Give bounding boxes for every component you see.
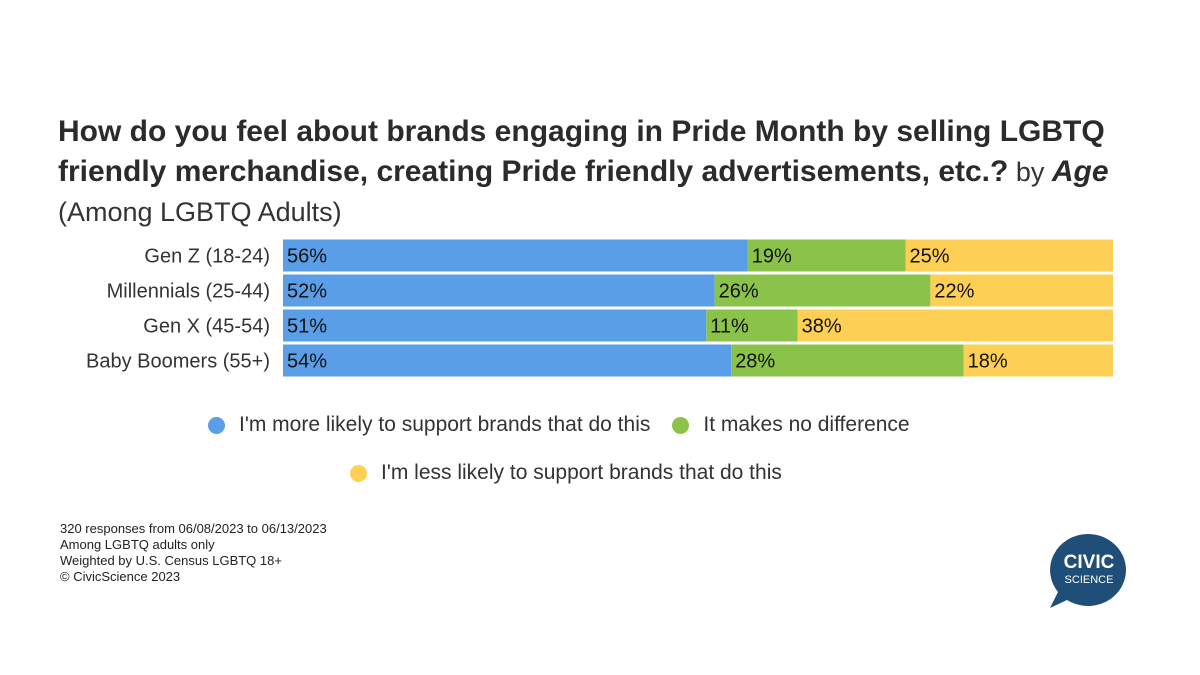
title-subtitle: (Among LGBTQ Adults) bbox=[58, 197, 342, 227]
bar-value-label: 22% bbox=[934, 281, 974, 303]
legend-row-2: I'm less likely to support brands that d… bbox=[350, 461, 804, 485]
bar-value-label: 52% bbox=[287, 281, 327, 303]
bar-segment bbox=[963, 344, 1113, 377]
footnote-copyright: © CivicScience 2023 bbox=[60, 569, 181, 584]
bar-segment bbox=[930, 274, 1113, 307]
bar-value-label: 51% bbox=[287, 316, 327, 338]
legend-swatch-more-likely bbox=[208, 416, 225, 434]
logo-text-civic: CIVIC bbox=[1064, 552, 1115, 573]
footnote-responses: 320 responses from 06/08/2023 to 06/13/2… bbox=[60, 521, 327, 536]
legend-swatch-no-difference bbox=[672, 416, 690, 434]
stacked-bar-chart: Gen Z (18-24) 56% 19% 25% Millennials (25-44… bbox=[86, 239, 1113, 377]
logo-text-science: SCIENCE bbox=[1065, 574, 1114, 586]
bar-segment bbox=[706, 309, 798, 342]
bar-value-label: 56% bbox=[287, 246, 327, 268]
bar-segment bbox=[714, 274, 931, 307]
bar-value-label: 54% bbox=[287, 351, 327, 373]
legend-label-no-difference: It makes no difference bbox=[703, 413, 910, 436]
legend-label-more-likely: I'm more likely to support brands that d… bbox=[239, 413, 651, 436]
category-label: Baby Boomers (55+) bbox=[86, 351, 270, 373]
bar-segment bbox=[747, 239, 906, 272]
title-by: by bbox=[1008, 157, 1052, 187]
bar-segment bbox=[283, 309, 707, 342]
category-label: Gen Z (18-24) bbox=[144, 246, 270, 268]
legend-label-less-likely: I'm less likely to support brands that d… bbox=[381, 461, 782, 484]
legend-item-less-likely: I'm less likely to support brands that d… bbox=[350, 461, 782, 485]
category-label: Millennials (25-44) bbox=[107, 281, 270, 303]
bar-segment bbox=[797, 309, 1113, 342]
legend-row-1: I'm more likely to support brands that d… bbox=[208, 413, 932, 437]
footnotes: 320 responses from 06/08/2023 to 06/13/2… bbox=[60, 521, 327, 585]
title-main: How do you feel about brands engaging in… bbox=[58, 115, 1105, 188]
bar-value-label: 38% bbox=[802, 316, 842, 338]
bar-value-label: 28% bbox=[735, 351, 775, 373]
footnote-population: Among LGBTQ adults only bbox=[60, 537, 215, 552]
category-label: Gen X (45-54) bbox=[143, 316, 270, 338]
bar-segment bbox=[905, 239, 1113, 272]
bar-value-label: 25% bbox=[910, 246, 950, 268]
civicscience-logo: CIVIC SCIENCE bbox=[1050, 533, 1126, 608]
legend-item-more-likely: I'm more likely to support brands that d… bbox=[208, 413, 650, 437]
footnote-weighting: Weighted by U.S. Census LGBTQ 18+ bbox=[60, 553, 282, 568]
bar-value-label: 11% bbox=[710, 316, 749, 338]
legend-item-no-difference: It makes no difference bbox=[672, 413, 910, 437]
legend-swatch-less-likely bbox=[350, 464, 367, 482]
bar-segment bbox=[283, 274, 715, 307]
bar-value-label: 18% bbox=[968, 351, 1008, 373]
bar-segment bbox=[283, 344, 732, 377]
bar-segment bbox=[731, 344, 964, 377]
bar-value-label: 19% bbox=[752, 246, 792, 268]
bar-segment bbox=[283, 239, 748, 272]
bar-value-label: 26% bbox=[719, 281, 759, 303]
title-age: Age bbox=[1051, 155, 1109, 188]
chart-title: How do you feel about brands engaging in… bbox=[58, 112, 1158, 232]
